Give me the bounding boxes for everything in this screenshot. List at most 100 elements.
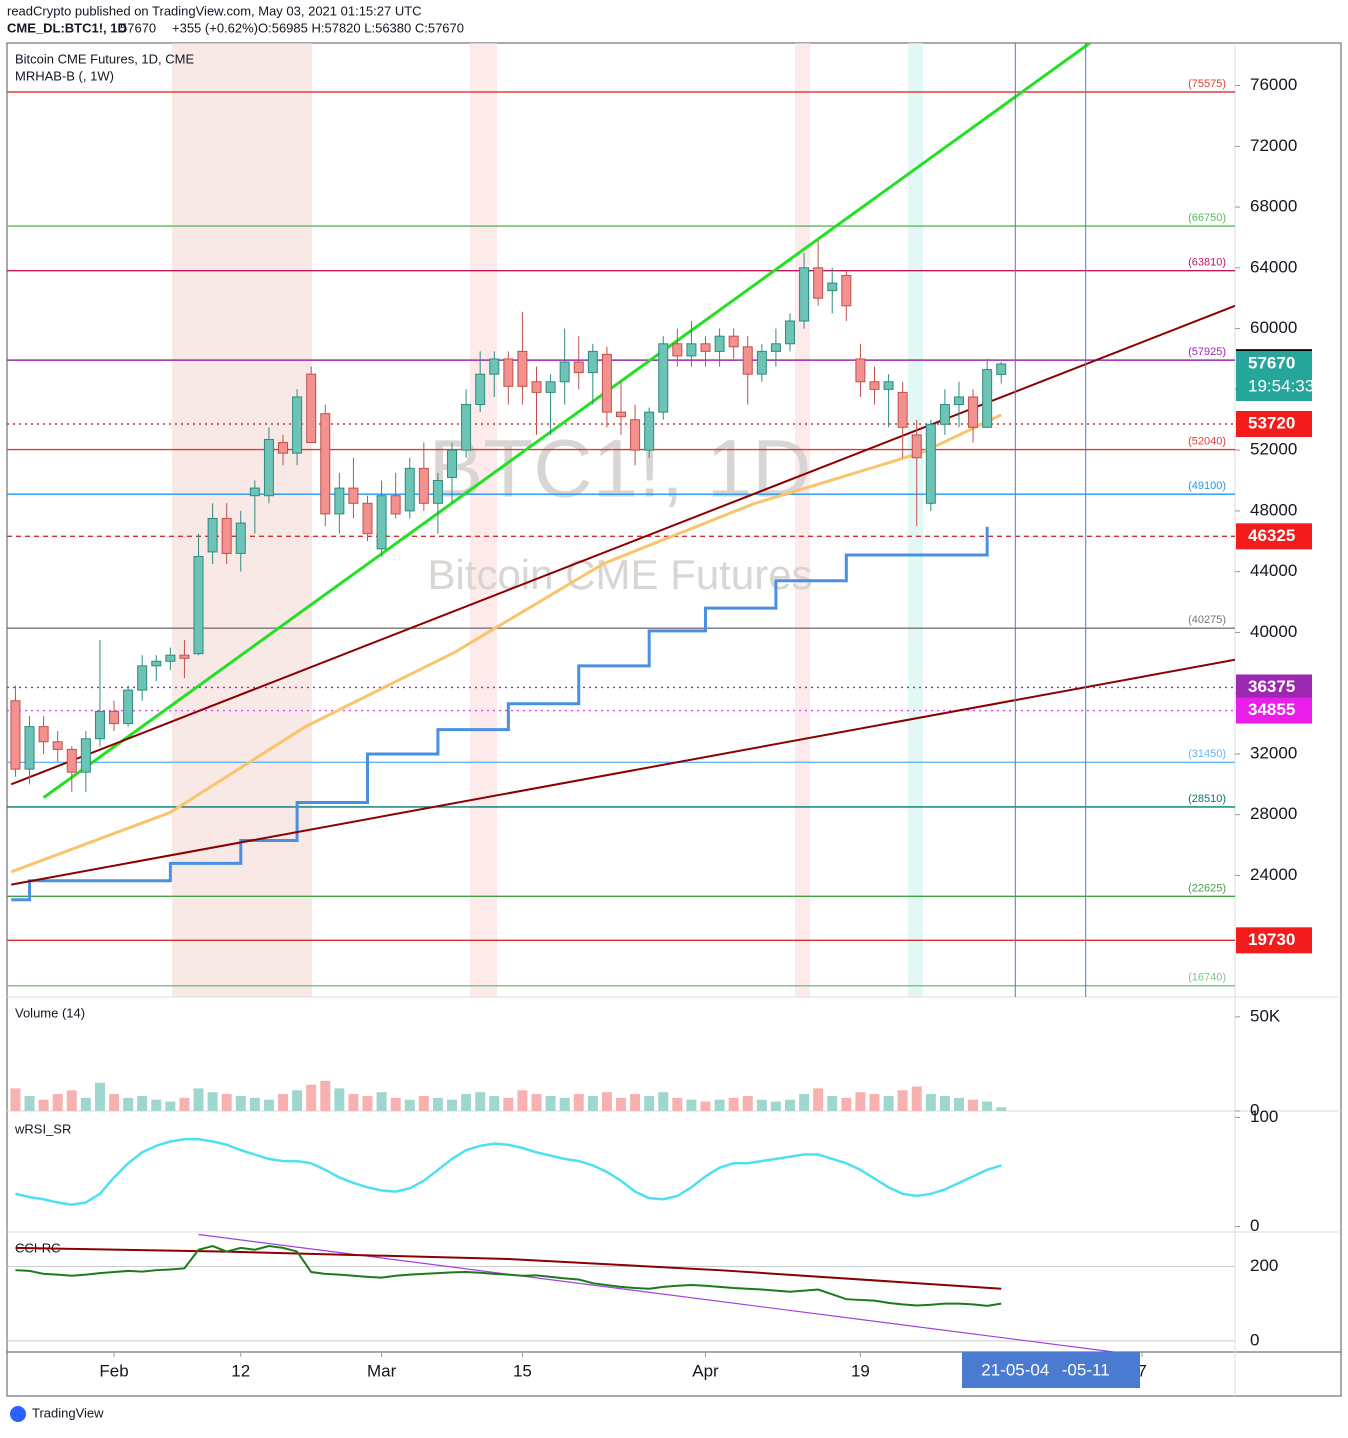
chart-title: Bitcoin CME Futures, 1D, CME <box>15 51 194 66</box>
candle-body <box>52 741 63 750</box>
volume-bar <box>855 1092 866 1111</box>
volume-bar <box>545 1095 556 1111</box>
candle-body <box>644 411 655 451</box>
level-label: (63810) <box>1188 257 1226 269</box>
volume-bar <box>263 1099 274 1111</box>
volume-bar <box>700 1101 711 1111</box>
candle-body <box>700 343 711 352</box>
volume-bar <box>193 1088 204 1111</box>
volume-bar <box>714 1099 725 1111</box>
volume-bar <box>587 1095 598 1111</box>
pane <box>7 1233 1235 1352</box>
candle-body <box>601 353 612 413</box>
candle-body <box>221 517 232 554</box>
candle-body <box>235 522 246 554</box>
candle-body <box>939 404 950 425</box>
volume-bar <box>221 1094 232 1111</box>
volume-bar <box>573 1094 584 1111</box>
level-label: (28510) <box>1188 793 1226 805</box>
candle-body <box>348 487 359 504</box>
y-tick-label: 48000 <box>1250 500 1297 519</box>
candle-body <box>137 665 148 691</box>
candle-body <box>306 373 317 444</box>
x-tick-label: 15 <box>513 1361 532 1380</box>
volume-bar <box>996 1107 1007 1111</box>
logo <box>10 1406 26 1422</box>
level-label: (75575) <box>1188 78 1226 90</box>
candle-body <box>953 396 964 406</box>
volume-bar <box>376 1092 387 1111</box>
candle-body <box>813 267 824 299</box>
candle-body <box>38 726 49 743</box>
candle-body <box>66 748 77 773</box>
price-badge-label: 36375 <box>1248 677 1295 696</box>
watermark: Bitcoin CME Futures <box>427 551 812 598</box>
price-badge-label: 34855 <box>1248 700 1295 719</box>
countdown: 19:54:33 <box>1248 376 1314 395</box>
ohlc: O:56985 H:57820 L:56380 C:57670 <box>258 20 464 35</box>
candle-body <box>897 391 908 428</box>
volume-bar <box>630 1094 641 1111</box>
candle-body <box>24 726 35 770</box>
price-badge <box>1236 410 1312 437</box>
volume-bar <box>207 1092 218 1111</box>
candle-body <box>545 381 556 393</box>
candle-body <box>320 413 331 515</box>
candle-body <box>165 654 176 662</box>
y-tick-label: 72000 <box>1250 136 1297 155</box>
volume-bar <box>968 1099 979 1111</box>
volume-bar <box>883 1095 894 1111</box>
candle-body <box>109 710 120 725</box>
volume-bar <box>784 1099 795 1111</box>
y-tick-label: 0 <box>1250 1100 1259 1119</box>
volume-bar <box>390 1097 401 1111</box>
candle-body <box>94 710 105 740</box>
volume-bar <box>813 1088 824 1111</box>
candle-body <box>770 343 781 352</box>
volume-bar <box>249 1097 260 1111</box>
pane-title: wRSI_SR <box>14 1121 71 1136</box>
volume-bar <box>531 1094 542 1111</box>
cci-slow <box>15 1246 1002 1290</box>
volume-bar <box>869 1094 880 1111</box>
candle-body <box>151 660 162 667</box>
candle-body <box>911 434 922 459</box>
candle-body <box>968 396 979 428</box>
frame <box>6 42 1342 1397</box>
volume-bar <box>447 1099 458 1111</box>
candle-body <box>573 361 584 374</box>
candle-body <box>742 346 753 375</box>
candle-body <box>292 396 303 454</box>
footer-text: TradingView <box>32 1405 104 1420</box>
publisher: readCrypto published on TradingView.com,… <box>7 3 422 18</box>
pane <box>15 1138 1002 1206</box>
y-tick-label: 60000 <box>1250 318 1297 337</box>
volume-bar <box>362 1095 373 1111</box>
y-tick-label: 76000 <box>1250 75 1297 94</box>
y-tick-label: 200 <box>1250 1256 1278 1275</box>
volume-bar <box>418 1095 429 1111</box>
volume-bar <box>827 1095 838 1111</box>
level-label: (57925) <box>1188 346 1226 358</box>
candle-body <box>278 442 289 454</box>
y-tick-label: 32000 <box>1250 743 1297 762</box>
volume-bar <box>756 1099 767 1111</box>
volume-bar <box>897 1090 908 1111</box>
level-label: (40275) <box>1188 614 1226 626</box>
volume-bar <box>348 1094 359 1111</box>
volume-bar <box>911 1086 922 1111</box>
volume-bar <box>672 1097 683 1111</box>
candle-body <box>489 358 500 375</box>
volume-bar <box>151 1099 162 1111</box>
candle-body <box>925 423 936 504</box>
candle-body <box>714 335 725 352</box>
price-badge-label: 57670 <box>1248 353 1295 372</box>
footer: TradingView <box>10 1405 104 1422</box>
candle-body <box>334 487 345 515</box>
volume-bar <box>24 1095 35 1111</box>
candle-body <box>784 320 795 345</box>
candle-body <box>418 467 429 504</box>
volume-bar <box>10 1088 21 1111</box>
indicator-name: MRHAB-B (, 1W) <box>15 68 114 83</box>
volume-bar <box>235 1095 246 1111</box>
